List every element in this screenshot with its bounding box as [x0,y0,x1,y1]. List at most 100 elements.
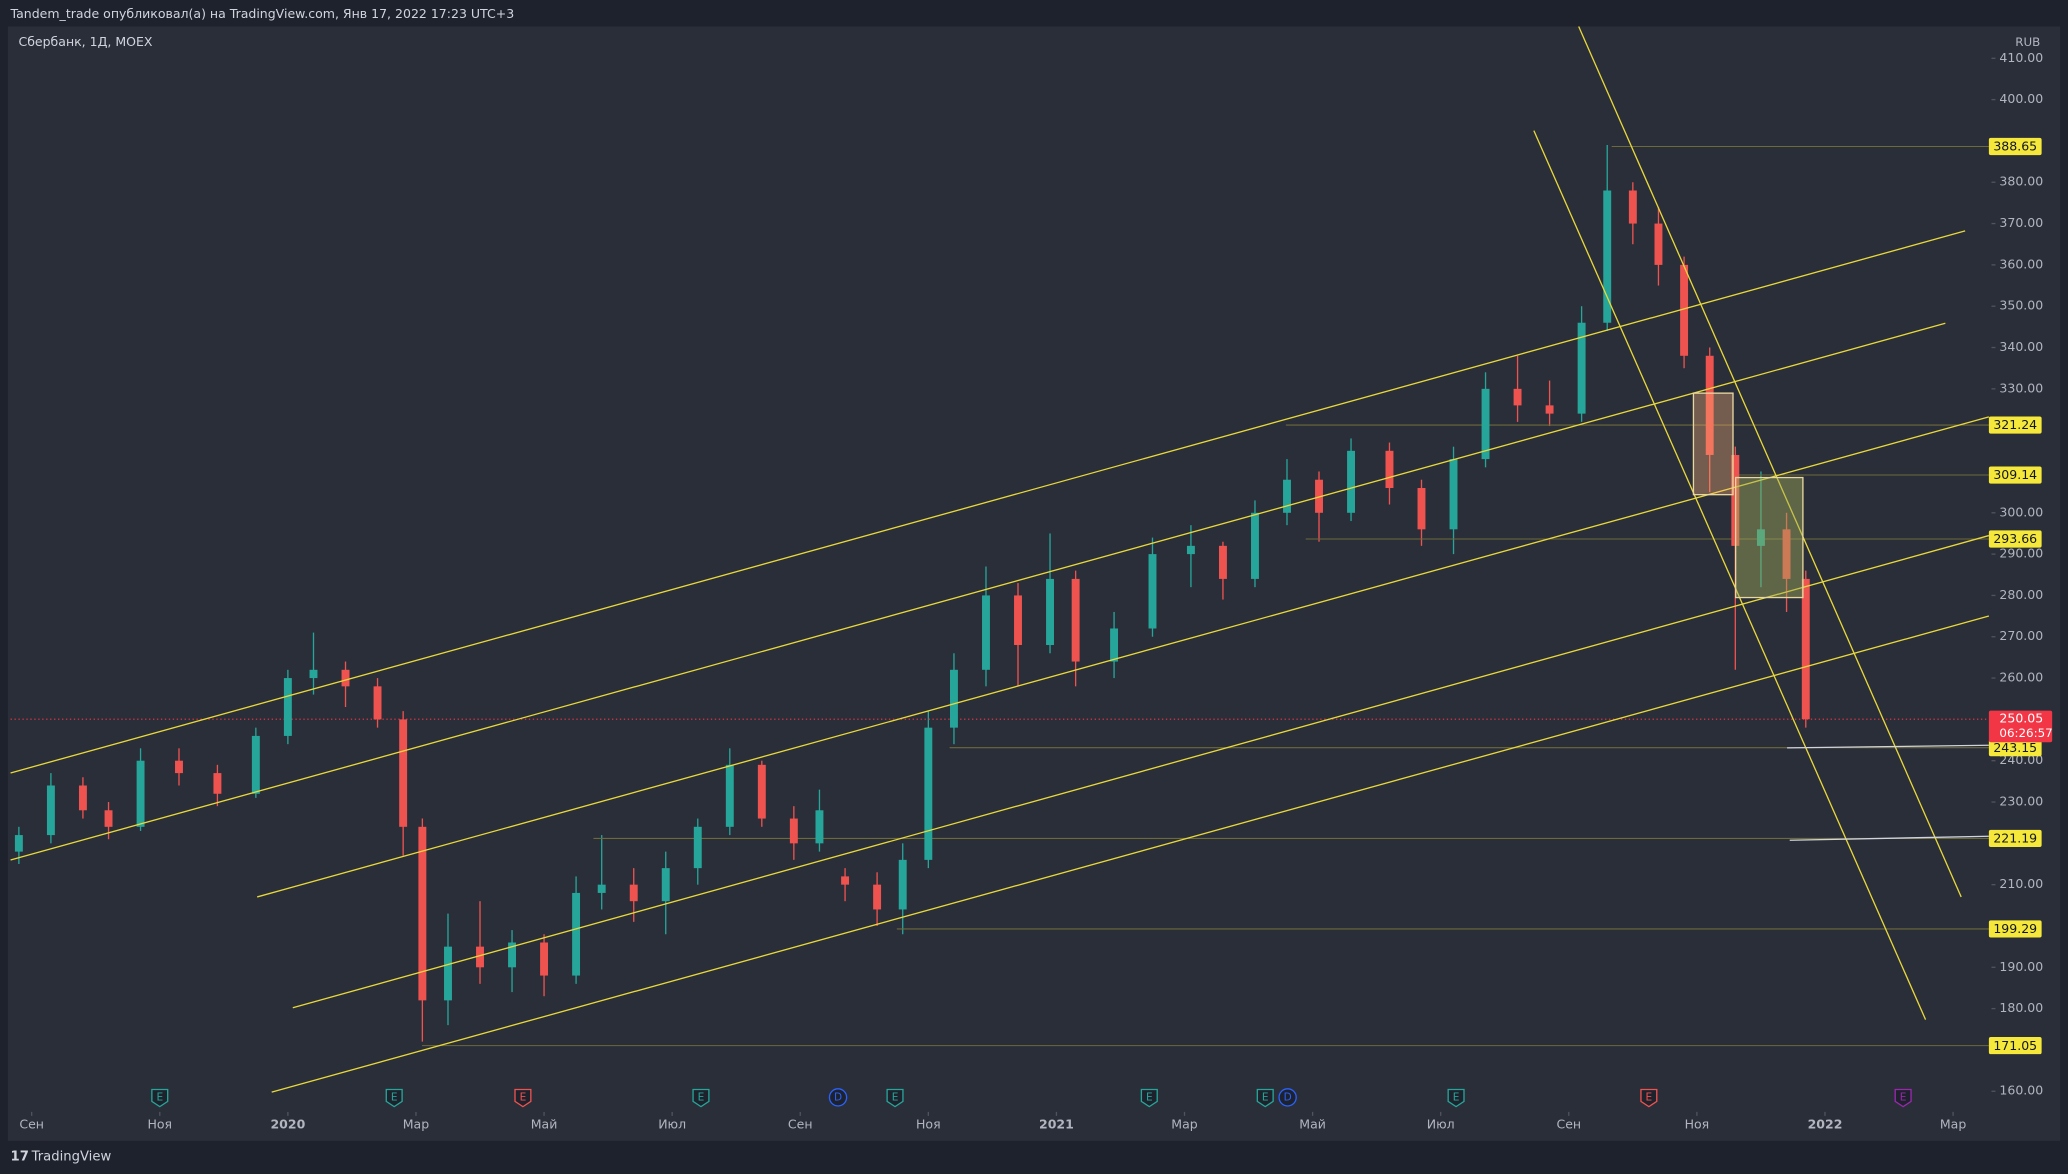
event-marker [1256,1088,1274,1108]
level-tag [1988,530,2042,548]
y-tick-label: 350.00 [1999,298,2043,313]
candle-body [373,686,382,720]
event-label: E [698,1091,705,1103]
candle-body [1283,479,1291,513]
symbol-title: Сбербанк, 1Д, MOEX [18,34,152,49]
down-line [1533,130,1927,1020]
channel-line [271,615,1990,1093]
candle-body [540,942,549,976]
event-label: E [1146,1091,1153,1103]
event-marker [1278,1088,1297,1107]
x-tick-label: Ноя [916,1117,941,1132]
y-tick-label: 210.00 [1999,876,2043,891]
candle-body [1705,355,1714,455]
candle-body [1628,190,1637,224]
candle-body [213,773,222,794]
candle-body [1801,578,1810,720]
candle-body [1110,628,1119,662]
x-tick-label: Мар [1171,1117,1197,1132]
event-marker [886,1088,904,1108]
event-label: D [834,1091,842,1103]
candle-body [1481,388,1490,460]
x-tick-label: Мар [1940,1117,1966,1132]
y-tick-label: 260.00 [1999,670,2043,685]
level-label: 321.24 [1993,417,2037,432]
y-tick-label: 400.00 [1999,91,2043,106]
candle-body [1251,512,1259,579]
event-marker [1640,1088,1658,1108]
candle-body [815,810,824,844]
candle-body [597,884,606,893]
level-tag [1988,829,2042,847]
candle-body [1782,529,1791,579]
level-label: 388.65 [1993,139,2037,154]
support-line [1787,744,1989,749]
y-tick-label: 270.00 [1999,628,2043,643]
x-tick-label: Ноя [1685,1117,1710,1132]
level-tag [1988,416,2042,434]
candle-body [418,826,427,1001]
candle-body [508,942,516,968]
event-label: E [520,1091,527,1103]
candle-body [1417,488,1426,530]
event-label: E [1646,1091,1653,1103]
footer: 17 TradingView [11,1150,112,1165]
x-tick-label: Сен [788,1117,813,1132]
event-marker [828,1088,848,1107]
event-marker [385,1088,403,1108]
y-tick-label: 300.00 [1999,504,2043,519]
candle-body [283,678,292,736]
candle-body [1385,450,1394,489]
y-tick-label: 370.00 [1999,215,2043,230]
trend-drawings [10,26,1990,1093]
candle-body [629,884,638,902]
x-tick-label: Сен [19,1117,44,1132]
candle-body [693,826,702,869]
y-tick-label: 230.00 [1999,794,2043,809]
event-label: E [1453,1091,1460,1103]
candle-body [1680,264,1689,356]
currency: RUB [2015,35,2040,49]
x-tick-label: Ноя [147,1117,172,1132]
x-tick-label: Мар [403,1117,429,1132]
last-price-label: 250.05 [1999,711,2043,726]
y-tick-label: 290.00 [1999,546,2043,561]
y-tick-label: 180.00 [1999,1000,2043,1015]
event-label: E [156,1091,163,1103]
candle-body [341,669,350,687]
candle-body [924,727,933,860]
candle-body [1186,545,1195,555]
event-label: E [1900,1091,1907,1103]
brand: TradingView [31,1150,112,1165]
y-tick-label: 360.00 [1999,256,2043,271]
event-marker [1894,1088,1912,1108]
y-tick-label: 340.00 [1999,339,2043,354]
channel-line [10,322,1946,861]
level-label: 243.15 [1993,740,2037,755]
y-tick-label: 330.00 [1999,380,2043,395]
y-tick-label: 190.00 [1999,959,2043,974]
candle-body [1513,388,1522,406]
candle-body [949,669,958,728]
x-tick-label: 2022 [1808,1117,1843,1132]
candle-body [1545,405,1554,414]
candle-body [1603,190,1612,323]
candle-body [898,859,907,910]
candle-body [725,764,734,827]
level-label: 221.19 [1993,831,2037,846]
candle-body [1046,578,1054,646]
candle-body [309,669,318,679]
event-label: E [1262,1091,1269,1103]
level-tag [1988,137,2042,156]
down-line [1578,26,1962,898]
x-tick-label: Июл [1427,1117,1455,1132]
level-tag [1988,1037,2042,1055]
candle-body [1071,578,1080,662]
y-tick-label: 410.00 [1999,50,2043,65]
x-tick-label: Сен [1556,1117,1581,1132]
candle-body [1449,459,1458,530]
channel-line [292,534,1990,1009]
countdown: 06:26:57 [1999,726,2052,740]
channel-line [10,230,1966,774]
x-tick-label: 2021 [1039,1117,1074,1132]
